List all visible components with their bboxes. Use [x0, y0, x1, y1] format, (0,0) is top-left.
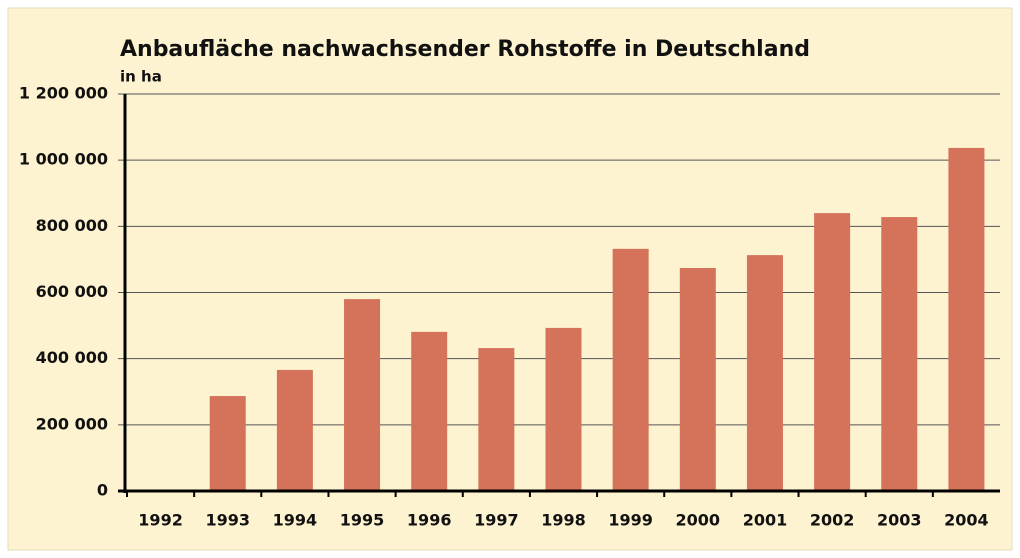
bar: [881, 217, 918, 491]
y-tick-label: 600 000: [36, 282, 108, 301]
x-tick-label: 1992: [138, 511, 183, 530]
y-tick-label: 1 200 000: [19, 84, 108, 103]
x-tick-label: 2003: [877, 511, 922, 530]
chart-title: Anbaufläche nachwachsender Rohstoffe in …: [120, 37, 810, 62]
x-tick-label: 1995: [340, 511, 385, 530]
bar: [746, 255, 783, 491]
x-tick-label: 2002: [810, 511, 855, 530]
bar: [679, 268, 716, 491]
x-tick-label: 1997: [474, 511, 519, 530]
bar: [276, 369, 313, 491]
x-tick-label: 2000: [676, 511, 721, 530]
chart-subtitle: in ha: [120, 68, 162, 86]
x-tick-label: 1994: [273, 511, 318, 530]
bar: [948, 147, 985, 491]
x-tick-label: 2001: [743, 511, 788, 530]
bar: [411, 331, 448, 491]
x-tick-label: 1999: [608, 511, 653, 530]
bar: [209, 396, 246, 491]
x-tick-label: 1996: [407, 511, 452, 530]
y-tick-label: 0: [97, 481, 108, 500]
bar: [344, 299, 381, 491]
bar: [612, 248, 649, 491]
y-tick-label: 800 000: [36, 216, 108, 235]
x-tick-label: 2004: [944, 511, 989, 530]
x-tick-label: 1993: [205, 511, 250, 530]
x-tick-label: 1998: [541, 511, 586, 530]
bar: [545, 327, 582, 491]
y-tick-label: 400 000: [36, 348, 108, 367]
bar: [478, 348, 515, 491]
y-tick-label: 200 000: [36, 414, 108, 433]
bar: [814, 213, 851, 491]
y-tick-label: 1 000 000: [19, 150, 108, 169]
